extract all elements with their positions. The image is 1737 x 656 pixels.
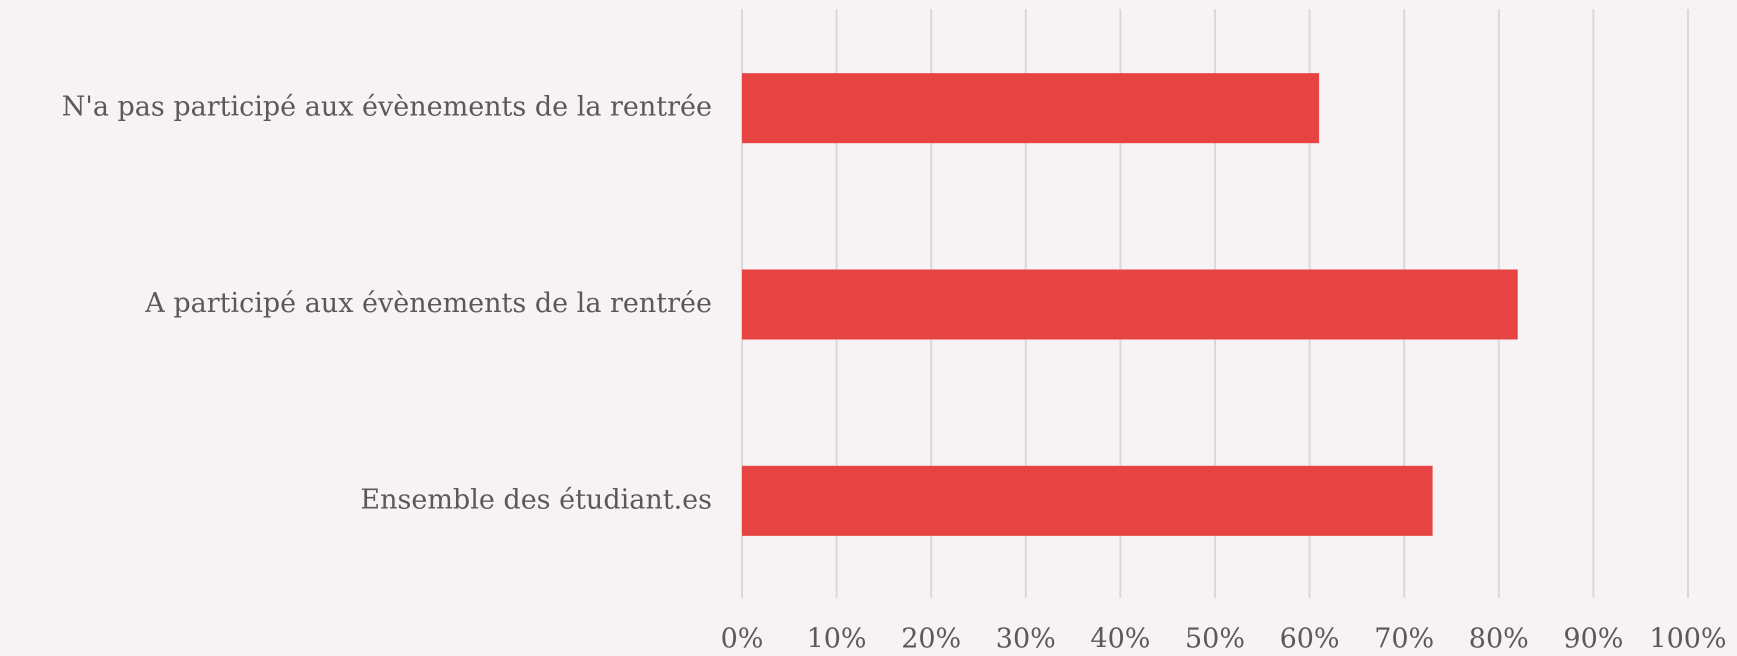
x-tick-label: 0% [721,624,764,655]
x-tick-label: 50% [1185,624,1245,655]
y-tick-label: Ensemble des étudiant.es [360,484,712,515]
bar [742,269,1518,340]
y-tick-label: N'a pas participé aux évènements de la r… [62,92,712,123]
x-tick-label: 40% [1090,624,1150,655]
bar [742,73,1320,144]
x-tick-label: 70% [1374,624,1434,655]
y-tick-label: A participé aux évènements de la rentrée [144,288,712,319]
x-tick-label: 30% [996,624,1056,655]
x-tick-label: 80% [1469,624,1529,655]
x-tick-label: 90% [1563,624,1623,655]
x-tick-label: 20% [901,624,961,655]
bar [742,465,1433,536]
x-tick-label: 100% [1649,624,1726,655]
x-tick-label: 10% [807,624,867,655]
x-tick-label: 60% [1280,624,1340,655]
